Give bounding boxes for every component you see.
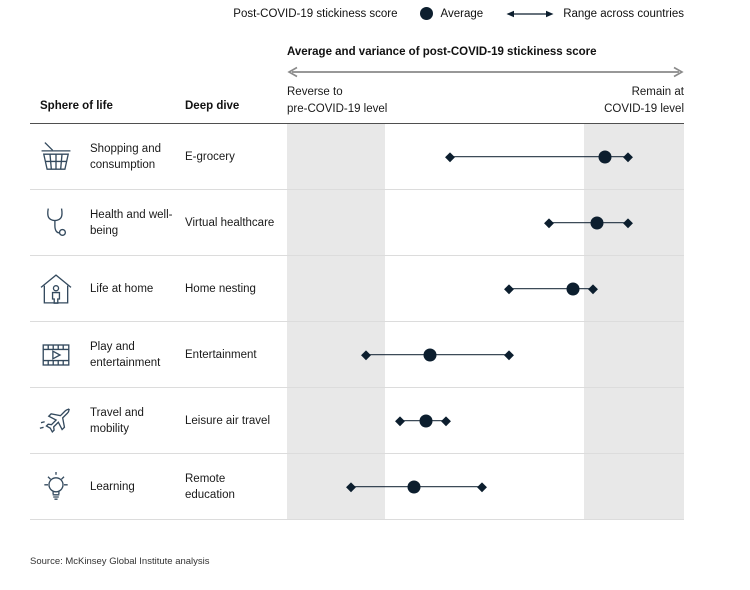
deep-dive-label: Home nesting xyxy=(185,282,256,295)
table-row-health: Health and well-being Virtual healthcare xyxy=(30,190,684,256)
range-max-marker xyxy=(504,349,514,360)
legend-range-item: Range across countries xyxy=(505,8,684,20)
stickiness-table: Shopping and consumption E-grocery xyxy=(30,123,684,520)
film-play-icon xyxy=(36,335,76,375)
legend-average-item: Average xyxy=(419,7,484,20)
chart-title: Average and variance of post-COVID-19 st… xyxy=(287,46,597,58)
sphere-label: Play and entertainment xyxy=(90,340,161,369)
deep-dive-label: Remote education xyxy=(185,472,235,501)
deep-dive-label: Leisure air travel xyxy=(185,414,271,427)
average-marker xyxy=(598,150,612,163)
source-note: Source: McKinsey Global Institute analys… xyxy=(30,556,210,567)
dot-range-plot xyxy=(287,388,684,453)
average-marker xyxy=(407,480,421,493)
axis-band-right xyxy=(583,388,684,453)
dot-range-plot xyxy=(287,322,684,387)
column-header-sphere: Sphere of life xyxy=(40,100,113,112)
legend: Post-COVID-19 stickiness score Average R… xyxy=(233,7,684,20)
range-min-marker xyxy=(544,217,554,228)
axis-band-right xyxy=(583,454,684,519)
axis-band-left xyxy=(287,388,386,453)
average-marker xyxy=(590,216,604,229)
average-marker xyxy=(566,282,580,295)
range-line xyxy=(549,221,629,224)
shopping-basket-icon xyxy=(36,137,76,177)
table-row-shopping: Shopping and consumption E-grocery xyxy=(30,124,684,190)
column-header-deepdive: Deep dive xyxy=(185,100,240,112)
house-person-icon xyxy=(36,269,76,309)
average-dot-icon xyxy=(419,7,433,20)
legend-average-label: Average xyxy=(440,7,484,20)
range-line xyxy=(509,287,593,290)
axis-band-left xyxy=(287,256,386,321)
table-row-home: Life at home Home nesting xyxy=(30,256,684,322)
table-row-travel: Travel and mobility Leisure air travel xyxy=(30,388,684,454)
dot-range-plot xyxy=(287,256,684,321)
range-max-marker xyxy=(441,415,451,426)
dot-range-plot xyxy=(287,454,684,519)
axis-label-right: Remain at COVID-19 level xyxy=(604,86,684,115)
sphere-label: Shopping and consumption xyxy=(90,142,161,171)
sphere-label: Travel and mobility xyxy=(90,406,144,435)
deep-dive-label: Virtual healthcare xyxy=(185,216,275,229)
lightbulb-icon xyxy=(36,467,76,507)
range-max-marker xyxy=(476,481,487,492)
range-line xyxy=(366,353,510,356)
range-line xyxy=(449,155,629,158)
legend-title: Post-COVID-19 stickiness score xyxy=(233,7,398,20)
range-min-marker xyxy=(504,283,514,294)
table-row-learning: Learning Remote education xyxy=(30,454,684,520)
axis-label-left: Reverse to pre-COVID-19 level xyxy=(287,86,388,115)
deep-dive-label: Entertainment xyxy=(185,348,257,361)
axis-band-right xyxy=(583,256,684,321)
axis-band-right xyxy=(583,322,684,387)
range-min-marker xyxy=(395,415,405,426)
range-min-marker xyxy=(445,151,455,162)
average-marker xyxy=(419,414,433,427)
airplane-icon xyxy=(36,401,76,441)
deep-dive-label: E-grocery xyxy=(185,150,235,163)
axis-band-left xyxy=(287,124,386,189)
range-arrow-icon xyxy=(506,10,554,17)
sphere-label: Health and well-being xyxy=(90,208,173,237)
sphere-label: Learning xyxy=(90,480,135,493)
stethoscope-icon xyxy=(36,203,76,243)
axis-double-arrow-icon xyxy=(287,66,684,78)
legend-range-label: Range across countries xyxy=(563,7,684,20)
dot-range-plot xyxy=(287,190,684,255)
dot-range-plot xyxy=(287,124,684,189)
axis-band-left xyxy=(287,190,386,255)
chart-header: Average and variance of post-COVID-19 st… xyxy=(287,46,684,117)
sphere-label: Life at home xyxy=(90,282,154,295)
axis-labels: Reverse to pre-COVID-19 level Remain at … xyxy=(287,84,684,117)
table-row-play: Play and entertainment Entertainment xyxy=(30,322,684,388)
average-marker xyxy=(423,348,437,361)
